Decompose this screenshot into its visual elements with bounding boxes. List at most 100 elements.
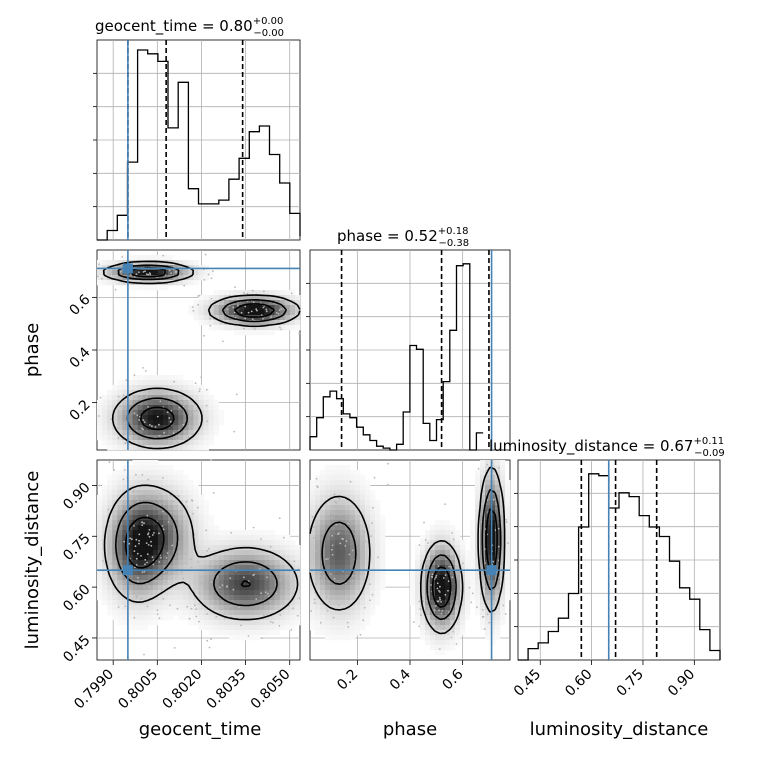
sample-point <box>142 428 145 431</box>
density-cell <box>112 570 118 576</box>
density-cell <box>505 590 511 596</box>
density-cell <box>107 535 113 541</box>
density-cell <box>188 430 194 436</box>
density-cell <box>320 530 326 536</box>
density-cell <box>107 410 113 416</box>
density-cell <box>340 570 346 576</box>
density-cell <box>325 605 331 611</box>
density-cell <box>445 535 451 541</box>
density-cell <box>97 525 103 531</box>
density-cell <box>249 595 255 601</box>
density-cell <box>420 570 426 576</box>
sample-point <box>330 573 332 575</box>
sample-point <box>265 308 268 311</box>
density-cell <box>360 520 366 526</box>
density-cell <box>435 635 441 641</box>
sample-point <box>118 277 120 279</box>
density-cell <box>360 625 366 631</box>
density-cell <box>183 590 189 596</box>
density-cell <box>107 530 113 536</box>
density-cell <box>475 570 481 576</box>
density-cell <box>132 445 138 451</box>
sample-point <box>293 560 296 563</box>
density-cell <box>440 600 446 606</box>
xlabel-geocent-time: geocent_time <box>139 719 262 740</box>
density-cell <box>193 585 199 591</box>
density-cell <box>249 540 255 546</box>
density-cell <box>420 590 426 596</box>
density-cell <box>117 385 123 391</box>
sample-point <box>141 473 144 476</box>
sample-point <box>419 608 422 610</box>
density-cell <box>440 595 446 601</box>
sample-point <box>206 420 209 423</box>
density-cell <box>239 295 245 301</box>
density-cell <box>142 375 149 381</box>
density-cell <box>340 535 346 541</box>
density-cell <box>490 530 496 536</box>
density-cell <box>375 505 381 511</box>
density-cell <box>107 555 113 561</box>
density-cell <box>234 585 240 591</box>
density-cell <box>294 325 301 331</box>
sample-point <box>494 599 497 602</box>
density-cell <box>485 475 491 481</box>
density-cell <box>325 610 331 616</box>
density-cell <box>203 440 209 446</box>
density-cell <box>168 440 174 446</box>
density-cell <box>173 380 179 386</box>
density-cell <box>495 625 501 631</box>
density-cell <box>340 595 346 601</box>
sample-point <box>146 495 148 498</box>
density-cell <box>340 635 346 641</box>
density-cell <box>137 605 143 611</box>
sample-point <box>200 582 203 585</box>
density-cell <box>345 500 351 506</box>
density-cell <box>440 520 446 526</box>
sample-point <box>178 406 181 409</box>
density-cell <box>168 565 174 571</box>
density-cell <box>102 520 108 526</box>
sample-point <box>156 609 159 611</box>
density-cell <box>122 505 128 511</box>
density-cell <box>234 300 240 306</box>
sample-point <box>100 277 103 280</box>
density-cell <box>198 520 204 526</box>
sample-point <box>143 421 146 423</box>
density-cell <box>173 430 179 436</box>
density-cell <box>340 620 346 626</box>
sample-point <box>244 305 247 308</box>
density-cell <box>239 570 245 576</box>
density-cell <box>370 610 376 616</box>
density-cell <box>335 555 341 561</box>
density-cell <box>122 425 128 431</box>
density-cell <box>152 570 159 576</box>
density-cell <box>274 600 281 606</box>
sample-point <box>267 298 270 301</box>
density-cell <box>325 480 331 486</box>
density-cell <box>294 320 301 326</box>
density-cell <box>495 620 501 626</box>
density-cell <box>127 445 133 451</box>
density-cell <box>122 550 128 556</box>
density-cell <box>223 535 230 541</box>
x-tick-label: 0.4 <box>387 666 414 693</box>
density-cell <box>279 575 286 581</box>
density-cell <box>330 560 336 566</box>
density-cell <box>203 555 209 561</box>
sample-point <box>123 540 126 543</box>
density-cell <box>320 590 326 596</box>
density-cell <box>127 540 133 546</box>
sample-point <box>195 409 198 411</box>
density-cell <box>259 555 265 561</box>
sample-point <box>157 280 160 283</box>
density-cell <box>213 430 220 436</box>
density-cell <box>350 550 356 556</box>
density-cell <box>375 570 381 576</box>
sample-point <box>285 303 287 305</box>
density-cell <box>249 585 255 591</box>
density-cell <box>132 605 138 611</box>
density-cell <box>117 555 123 561</box>
density-cell <box>269 540 275 546</box>
sample-point <box>120 579 123 582</box>
